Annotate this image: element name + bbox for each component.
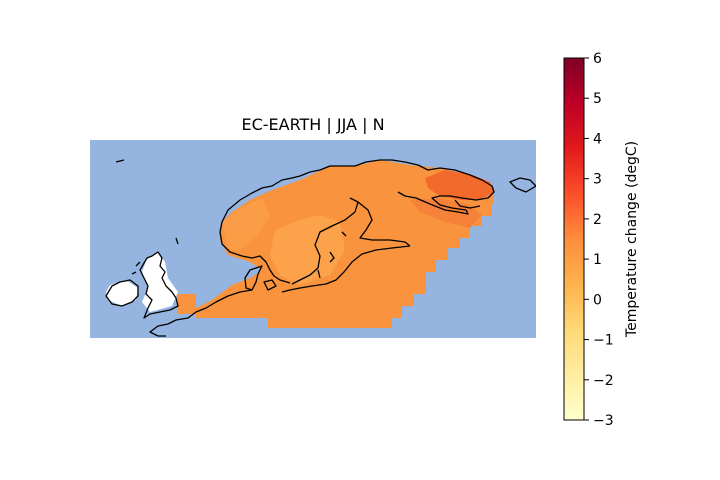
- colorbar-tick-label: −2: [593, 373, 614, 389]
- coastline-aland: [341, 231, 347, 237]
- cool-region-norway-coast: [222, 198, 270, 250]
- coastline-baltic-east: [281, 245, 411, 293]
- coastlines: [105, 159, 536, 337]
- colorbar-tick-label: 4: [593, 131, 602, 147]
- coastline-hebrides: [131, 261, 141, 275]
- colorbar-tick-label: 6: [593, 51, 602, 67]
- colorbar-tick-label: −1: [593, 333, 614, 349]
- coastline-arctic-east: [509, 177, 536, 193]
- colorbar-tick-label: 0: [593, 292, 602, 308]
- cool-region-baltic: [270, 215, 345, 285]
- coastline-ireland: [105, 279, 139, 307]
- colorbar-tick-label: −3: [593, 413, 614, 429]
- coastline-continent: [149, 289, 253, 337]
- coastline-oland: [317, 269, 321, 279]
- colorbar-tick-label: 2: [593, 212, 602, 228]
- coastline-finland-south: [357, 201, 411, 247]
- colorbar-tick-label: 5: [593, 91, 602, 107]
- no-data-area-ireland: [106, 280, 138, 306]
- coastline-white-sea: [454, 199, 481, 209]
- coastline-shetland: [175, 237, 179, 245]
- no-data-area-britain: [142, 252, 178, 312]
- colorbar-ticks: 6 5 4 3 2 1 0 −1 −2 −3: [584, 51, 614, 429]
- coastline-great-britain: [139, 251, 179, 319]
- map-title: EC-EARTH | JJA | N: [241, 115, 384, 134]
- colorbar: 6 5 4 3 2 1 0 −1 −2 −3 Temperature change (degC): [563, 51, 640, 429]
- data-cell-england-east: [178, 294, 196, 314]
- coastline-gulf-of-bothnia: [291, 197, 359, 285]
- map-panel: [90, 140, 536, 338]
- colorbar-tick-label: 3: [593, 172, 602, 188]
- coastline-danish-islands: [263, 279, 277, 291]
- colorbar-gradient: [563, 57, 585, 421]
- coastline-gotland: [329, 251, 335, 263]
- colorbar-label: Temperature change (degC): [624, 141, 640, 338]
- coastline-norway-south: [219, 221, 291, 284]
- coastline-scandinavia: [221, 159, 495, 223]
- coastline-faroe-islands: [115, 159, 125, 163]
- colorbar-tick-label: 1: [593, 252, 602, 268]
- coastline-denmark: [244, 265, 263, 291]
- warm-region-east: [410, 198, 482, 228]
